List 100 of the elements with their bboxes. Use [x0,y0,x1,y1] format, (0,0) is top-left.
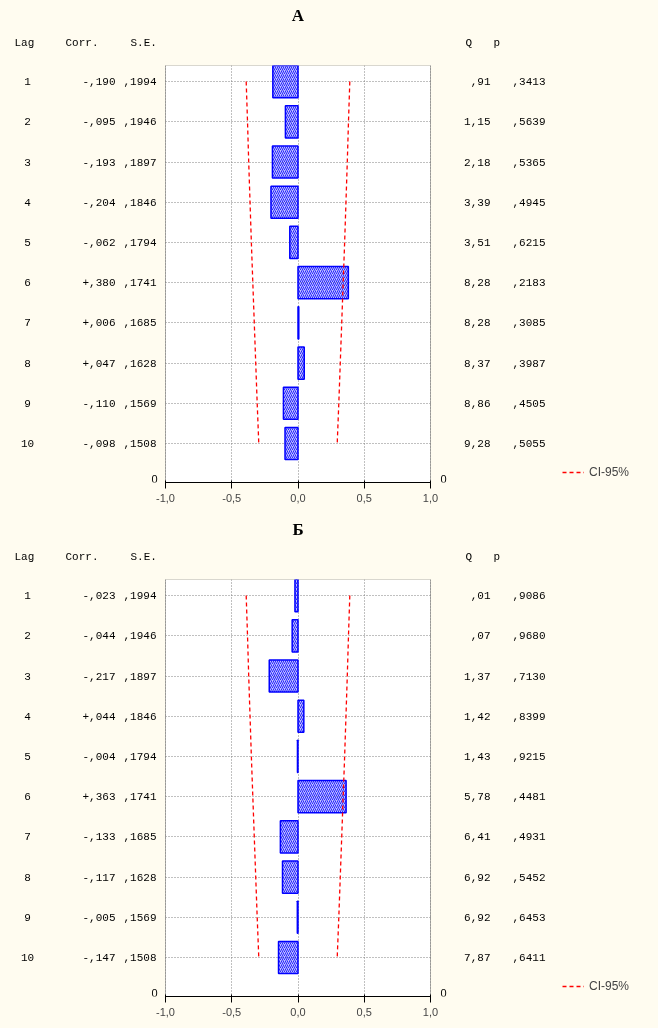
text: 9,28 [464,437,491,450]
category-label: 4 [24,196,31,209]
x-tick-label: 1,0 [422,1005,439,1018]
text: ,9215 [512,750,546,763]
text: ,9680 [512,630,546,643]
text: 2,18 [464,156,491,169]
x-tick-label: 1,0 [422,491,439,504]
text: -,023 [82,590,116,603]
text: ,4481 [512,791,546,804]
text: -,098 [82,437,116,450]
text: 0 [440,472,447,485]
category-label: 8 [24,357,31,370]
text: -,004 [82,750,116,763]
text: ,1628 [123,871,157,884]
text: ,1508 [123,437,157,450]
text: S.E. [130,36,157,49]
text: ,1508 [123,951,157,964]
category-label: 5 [24,236,31,249]
text: ,91 [470,76,491,89]
text: +,044 [82,710,116,723]
text: 6,41 [464,831,491,844]
text: ,3987 [512,357,546,370]
text: Lag [14,36,35,49]
text: ,1994 [123,76,157,89]
legend-label: CI-95% [589,465,630,479]
category-label: 3 [24,670,31,683]
text: ,3413 [512,76,546,89]
text: -,133 [82,831,116,844]
text: ,6453 [512,911,546,924]
category-label: 2 [24,630,31,643]
category-label: 8 [24,871,31,884]
text: p [493,36,501,49]
legend-label: CI-95% [589,979,630,993]
text: 1,42 [464,710,491,723]
text: Corr. [65,550,99,563]
text: 3,51 [464,236,491,249]
category-label: 9 [24,911,31,924]
text: -,095 [82,116,116,129]
text: ,4945 [512,196,546,209]
text: ,1994 [123,590,157,603]
text: 1,43 [464,750,491,763]
text: ,5365 [512,156,546,169]
text: Lag [14,550,35,563]
text: +,380 [82,277,116,290]
category-label: 1 [24,76,31,89]
x-tick-label: 0,0 [290,491,306,504]
text: -,204 [82,196,116,209]
text: -,110 [82,397,116,410]
text: ,1897 [123,670,157,683]
category-label: 4 [24,710,31,723]
text: ,5639 [512,116,546,129]
category-label: 5 [24,750,31,763]
text: 8,37 [464,357,491,370]
text: ,1794 [123,750,157,763]
text: ,01 [470,590,491,603]
text: ,7130 [512,670,546,683]
category-label: 2 [24,116,31,129]
category-label: 3 [24,156,31,169]
text: Q [465,550,473,563]
x-tick-label: -0,5 [222,491,242,504]
text: ,1846 [123,196,157,209]
text: -,147 [82,951,116,964]
text: ,1569 [123,911,157,924]
text: -,044 [82,630,116,643]
x-tick-label: 0,0 [290,1005,306,1018]
text: S.E. [130,550,157,563]
text: ,6215 [512,236,546,249]
text: Q [465,36,473,49]
text: 0 [151,472,158,485]
text: ,07 [470,630,491,643]
text: ,5055 [512,437,546,450]
text: ,3085 [512,317,546,330]
text: 6,92 [464,871,491,884]
text: ,1946 [123,116,157,129]
text: -,117 [82,871,116,884]
text: 0 [440,986,447,999]
text: ,2183 [512,277,546,290]
x-tick-label: -1,0 [156,491,175,504]
x-tick-label: -0,5 [222,1005,242,1018]
text: 1,37 [464,670,491,683]
category-label: 1 [24,590,31,603]
text: 6,92 [464,911,491,924]
text: ,6411 [512,951,546,964]
category-label: 7 [24,317,31,330]
text: -,190 [82,76,116,89]
text: ,1794 [123,236,157,249]
text: ,1685 [123,317,157,330]
x-tick-label: 0,5 [356,491,372,504]
text: ,1569 [123,397,157,410]
text: -,217 [82,670,116,683]
text: +,363 [82,791,116,804]
category-label: 6 [24,791,31,804]
text: +,006 [82,317,116,330]
text: -,005 [82,911,116,924]
text: -,062 [82,236,116,249]
category-label: 7 [24,831,31,844]
chart-title: Б [292,520,304,539]
category-label: 10 [20,437,35,450]
text: Corr. [65,36,99,49]
text: ,1628 [123,357,157,370]
